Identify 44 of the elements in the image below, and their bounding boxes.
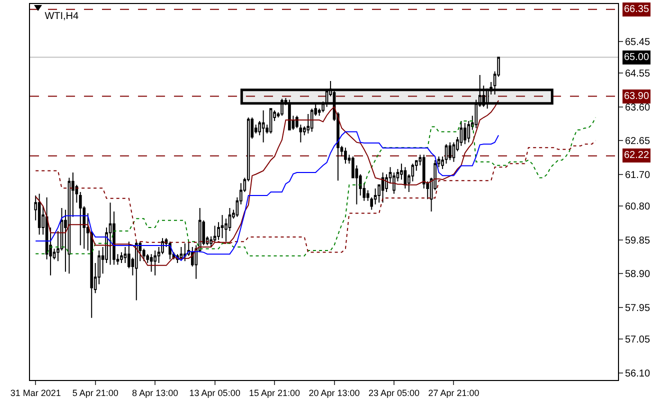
line-series (35, 117, 596, 256)
y-tick-label: 56.10 (625, 368, 650, 380)
y-tick-label: 62.65 (625, 136, 650, 148)
y-tick-label: 59.85 (625, 235, 650, 246)
line-series (35, 131, 500, 261)
y-tick-label: 57.95 (625, 302, 650, 314)
y-tick-label: 58.90 (625, 269, 650, 280)
x-tick-label: 13 Apr 05:00 (189, 388, 240, 398)
y-tick-label: 64.55 (625, 68, 650, 80)
candlestick (78, 192, 82, 246)
candlestick (464, 122, 466, 145)
y-tick-label: 65.45 (625, 36, 650, 48)
candlestick (404, 166, 407, 189)
x-tick-label: 15 Apr 21:00 (249, 388, 300, 398)
candlestick (154, 250, 156, 276)
x-tick-label: 8 Apr 13:00 (132, 388, 178, 398)
candlestick (180, 246, 183, 260)
candlestick (262, 110, 265, 143)
x-tick-label: 23 Apr 05:00 (368, 388, 420, 398)
y-tick-label: 60.80 (625, 202, 650, 213)
candlestick (134, 241, 138, 301)
candlestick (280, 98, 284, 116)
ref-line-label: 63.90 (624, 91, 650, 102)
candlestick (448, 142, 452, 161)
candlestick (184, 242, 186, 262)
candlestick (213, 225, 216, 242)
candlestick (381, 172, 384, 204)
x-tick-label: 5 Apr 21:00 (72, 388, 118, 398)
ref-line-label: 65.00 (624, 52, 650, 63)
x-tick-label: 31 Mar 2021 (10, 388, 61, 398)
x-tick-label: 27 Apr 21:00 (428, 388, 480, 398)
x-tick-label: 20 Apr 13:00 (308, 388, 360, 398)
ref-line-label: 62.22 (624, 150, 650, 161)
candlestick (288, 99, 291, 130)
candlestick (38, 193, 41, 236)
candlestick (344, 147, 347, 164)
text: WTI,H4 (44, 11, 80, 22)
candlestick (150, 254, 153, 272)
ref-line-label: 66.35 (624, 4, 650, 15)
y-tick-label: 61.70 (625, 170, 650, 181)
y-tick-label: 63.60 (625, 102, 650, 114)
candlestick (220, 214, 224, 239)
y-tick-label: 57.05 (625, 334, 650, 346)
candlestick (108, 202, 112, 266)
